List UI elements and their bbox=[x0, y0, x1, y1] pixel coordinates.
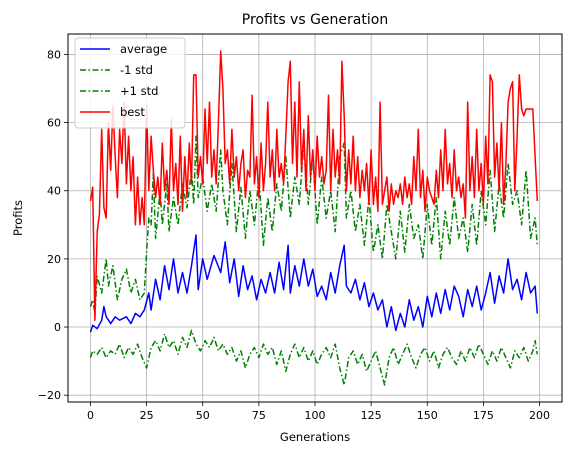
y-axis-label: Profits bbox=[11, 200, 25, 236]
y-tick-label: 80 bbox=[47, 48, 61, 61]
x-tick-label: 25 bbox=[140, 409, 154, 422]
legend: average -1 std +1 std best bbox=[74, 37, 186, 129]
x-tick-label: 200 bbox=[529, 409, 550, 422]
series-line-average bbox=[89, 234, 539, 333]
series-layer bbox=[89, 50, 539, 386]
y-tick-label: 20 bbox=[47, 253, 61, 266]
x-tick-label: 50 bbox=[196, 409, 210, 422]
y-tick-label: 0 bbox=[54, 321, 61, 334]
x-tick-label: 125 bbox=[361, 409, 382, 422]
x-tick-label: 150 bbox=[417, 409, 438, 422]
y-tick-label: −20 bbox=[38, 389, 61, 402]
axis-ticks: 0 25 50 75 100 125 150 175 200 −20 0 20 40 60 80 bbox=[38, 48, 550, 422]
legend-label: -1 std bbox=[120, 63, 153, 77]
x-tick-label: 100 bbox=[305, 409, 326, 422]
x-tick-label: 175 bbox=[473, 409, 494, 422]
y-tick-label: 40 bbox=[47, 185, 61, 198]
legend-label: +1 std bbox=[120, 84, 158, 98]
legend-label: best bbox=[120, 105, 145, 119]
chart-title: Profits vs Generation bbox=[242, 12, 388, 28]
x-tick-label: 75 bbox=[252, 409, 266, 422]
x-tick-label: 0 bbox=[87, 409, 94, 422]
series-line-best bbox=[89, 50, 539, 321]
y-tick-label: 60 bbox=[47, 117, 61, 130]
legend-box bbox=[74, 37, 186, 129]
series-line-1-std bbox=[89, 329, 539, 386]
x-axis-label: Generations bbox=[280, 430, 350, 444]
grid-lines bbox=[68, 34, 562, 402]
legend-label: average bbox=[120, 42, 167, 56]
